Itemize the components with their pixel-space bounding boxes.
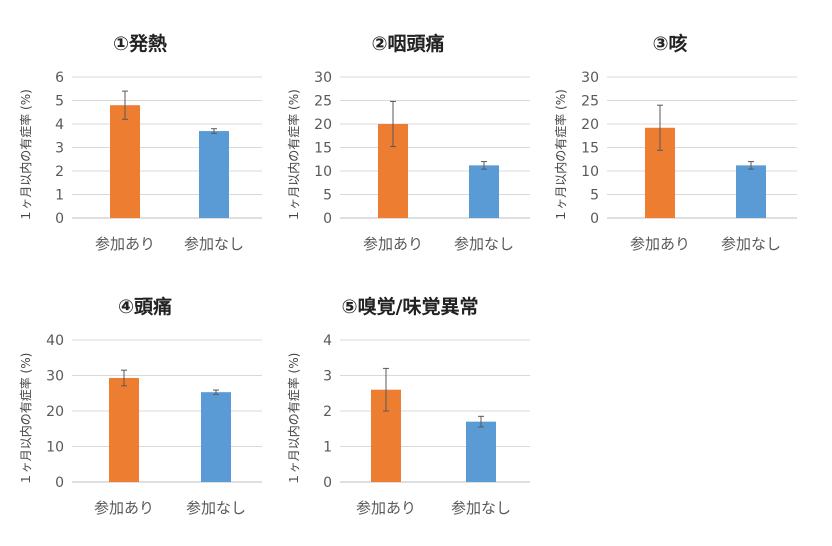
chart-title: ①発熱 [113,32,167,55]
x-category-label: 参加なし [454,235,514,253]
y-tick-label: 0 [323,475,332,491]
y-tick-label: 4 [55,117,64,133]
x-category-label: 参加なし [184,235,244,253]
chart-panel-3: ③咳 １ヶ月以内の有症率 (%) 0 5 10 15 20 25 30 参加あり 参加なし [553,32,797,253]
error-bar [122,90,128,120]
y-axis-label: １ヶ月以内の有症率 (%) [18,89,33,222]
bar-not-participated [201,392,231,482]
y-tick-label: 15 [314,141,332,157]
x-category-label: 参加なし [721,235,781,253]
error-bar [390,100,396,148]
x-category-label: 参加あり [356,499,416,517]
x-category-label: 参加なし [186,499,246,517]
bar-not-participated [469,165,499,218]
y-tick-label: 30 [46,369,64,385]
y-tick-label: 3 [55,141,64,157]
y-axis-label: １ヶ月以内の有症率 (%) [286,353,301,486]
x-category-label: 参加あり [95,235,155,253]
error-bar [211,128,217,134]
x-category-label: 参加あり [363,235,423,253]
error-bar [657,104,663,151]
y-tick-label: 5 [323,188,332,204]
y-tick-label: 4 [323,333,332,349]
chart-panel-1: ①発熱 １ヶ月以内の有症率 (%) 0 1 2 3 4 5 6 参加あり 参加なし [18,32,262,253]
chart-panel-5: ⑤嗅覚/味覚異常 １ヶ月以内の有症率 (%) 0 1 2 3 4 参加あり 参加なし [286,295,530,517]
y-tick-label: 25 [314,94,332,110]
y-tick-label: 30 [314,70,332,86]
error-bar [748,161,754,170]
y-tick-label: 15 [581,141,599,157]
y-tick-label: 0 [55,475,64,491]
bar-not-participated [466,421,496,482]
bar-participated [109,377,139,482]
y-tick-label: 10 [46,440,64,456]
y-tick-label: 25 [581,94,599,110]
y-tick-label: 6 [55,70,64,86]
chart-panel-2: ②咽頭痛 １ヶ月以内の有症率 (%) 0 5 10 15 20 25 30 参加あり 参加なし [286,32,530,253]
y-tick-label: 1 [55,188,64,204]
y-tick-label: 0 [55,211,64,227]
y-tick-label: 20 [581,117,599,133]
y-tick-label: 40 [46,333,64,349]
y-tick-label: 0 [323,211,332,227]
y-tick-label: 3 [323,369,332,385]
y-axis-label: １ヶ月以内の有症率 (%) [553,89,568,222]
chart-title: ②咽頭痛 [371,32,444,55]
y-tick-label: 30 [581,70,599,86]
y-tick-label: 20 [314,117,332,133]
error-bar [478,415,484,428]
bar-not-participated [199,131,229,218]
y-tick-label: 10 [581,164,599,180]
chart-panel-4: ④頭痛 １ヶ月以内の有症率 (%) 0 10 20 30 40 参加あり 参加なし [18,295,262,517]
x-category-label: 参加あり [94,499,154,517]
y-axis-label: １ヶ月以内の有症率 (%) [18,353,33,486]
y-tick-label: 2 [55,164,64,180]
x-category-label: 参加あり [630,235,690,253]
error-bar [481,161,487,170]
error-bar [121,369,127,387]
x-category-label: 参加なし [451,499,511,517]
y-tick-label: 20 [46,404,64,420]
error-bar [383,367,389,412]
bar-participated [110,105,140,218]
chart-title: ⑤嗅覚/味覚異常 [341,295,478,318]
y-tick-label: 5 [590,188,599,204]
y-tick-label: 10 [314,164,332,180]
error-bar [213,389,219,395]
chart-title: ③咳 [652,32,687,55]
y-tick-label: 2 [323,404,332,420]
y-tick-label: 5 [55,94,64,110]
y-tick-label: 1 [323,440,332,456]
y-tick-label: 0 [590,211,599,227]
y-axis-label: １ヶ月以内の有症率 (%) [286,89,301,222]
chart-title: ④頭痛 [118,295,172,318]
bar-not-participated [736,165,766,218]
